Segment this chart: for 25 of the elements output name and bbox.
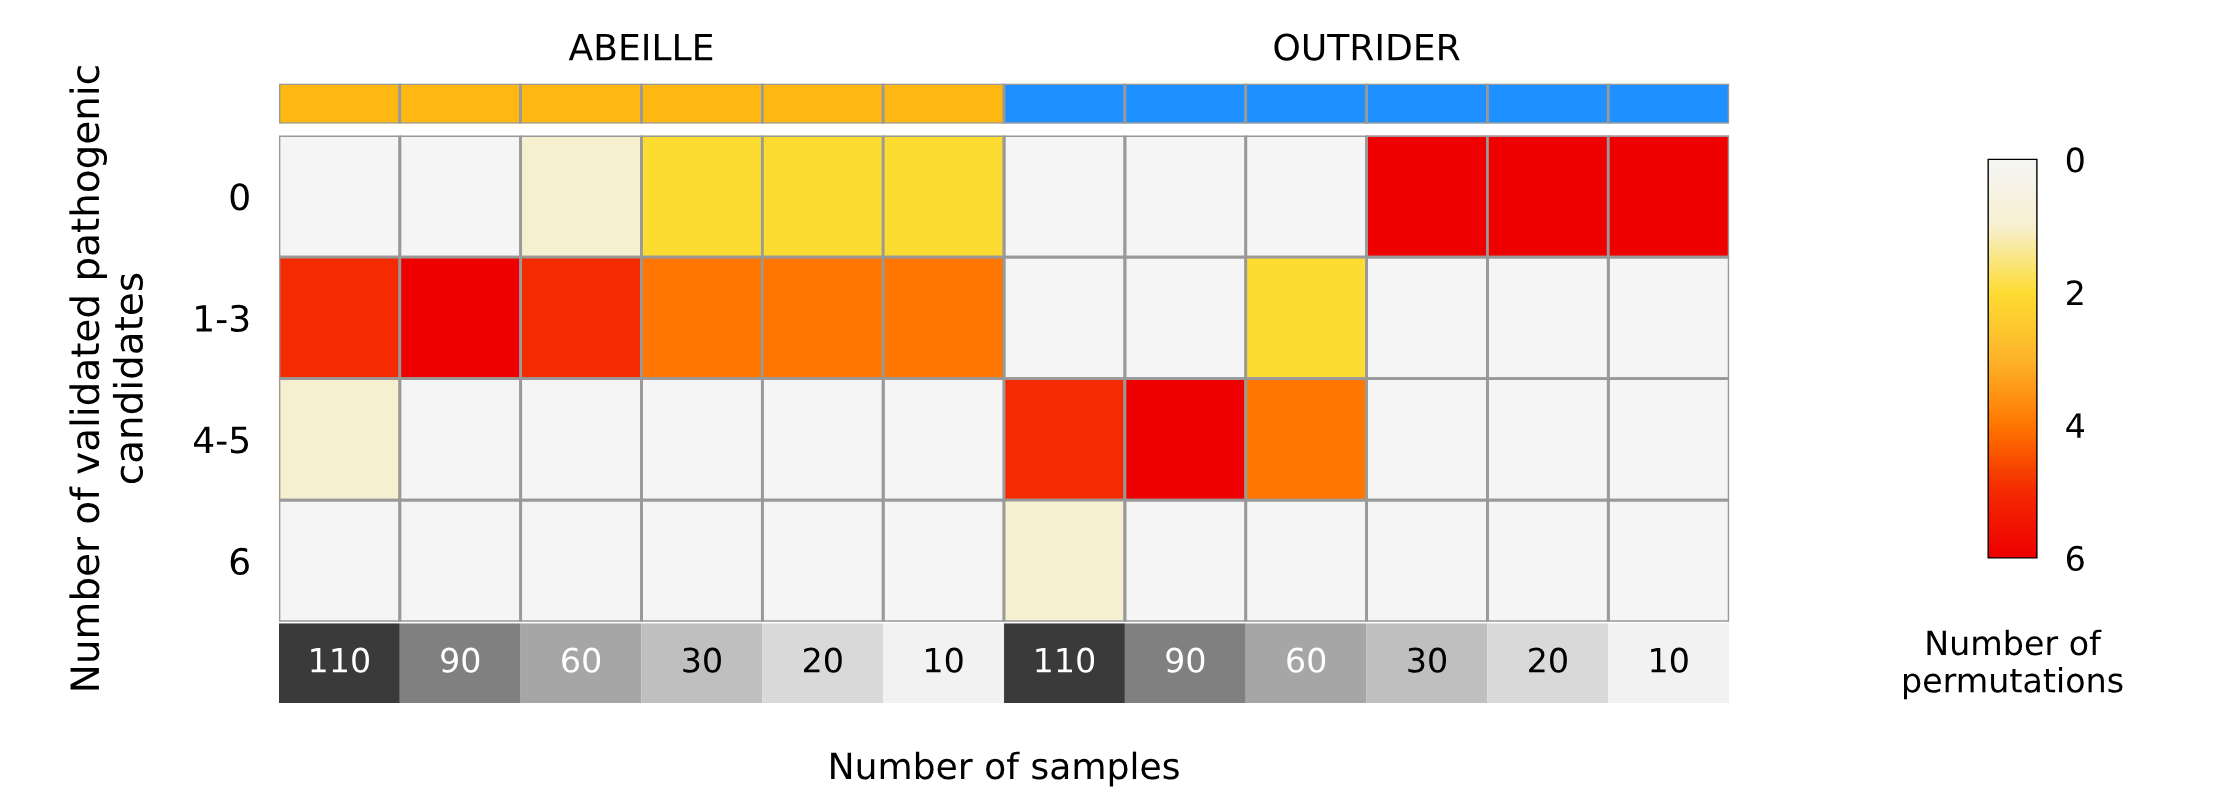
x-tick-label: 110 [1036,647,1095,673]
x-axis-title: Number of samples [831,751,1179,787]
x-tick-label: 30 [683,647,721,673]
color-bar-label: 0 [2066,147,2084,173]
x-tick-label: 20 [1529,647,1567,673]
y-tick-label: 6 [230,547,249,576]
x-tick-label: 110 [311,647,369,673]
x-tick-label: 20 [804,647,842,673]
text: ABEILLE [568,33,713,61]
x-tick-label: 90 [441,647,480,673]
y-axis-title: Number of validated pathogenic candidates [69,66,144,690]
color-bar-title: Number of permutations [1904,629,2123,700]
x-tick-label: 10 [1651,647,1688,673]
y-tick-label: 0 [230,183,249,211]
x-tick-label: 60 [562,647,601,673]
x-tick-label: 30 [1408,647,1447,673]
x-tick-label: 90 [1166,647,1205,673]
y-tick-label: 1-3 [196,304,249,333]
y-tick-label: 4-5 [193,426,249,454]
color-bar-label: 2 [2067,280,2083,305]
x-tick-label: 60 [1287,647,1326,673]
text: OUTRIDER [1274,33,1460,61]
color-bar-label: 4 [2066,413,2084,438]
x-tick-label: 10 [926,647,963,673]
color-bar-label: 6 [2066,545,2084,572]
